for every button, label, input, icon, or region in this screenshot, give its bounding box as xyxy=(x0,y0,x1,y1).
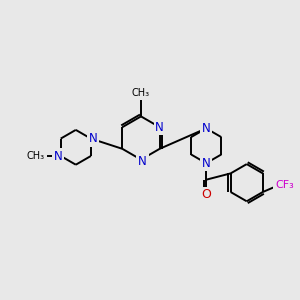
Text: N: N xyxy=(155,121,164,134)
Text: N: N xyxy=(138,154,147,168)
Text: N: N xyxy=(54,149,63,163)
Text: N: N xyxy=(89,132,98,145)
Text: CH₃: CH₃ xyxy=(132,88,150,98)
Text: N: N xyxy=(202,122,211,135)
Text: O: O xyxy=(201,188,211,201)
Text: N: N xyxy=(202,157,211,170)
Text: CF₃: CF₃ xyxy=(275,180,294,190)
Text: CH₃: CH₃ xyxy=(27,151,45,161)
Text: N: N xyxy=(30,149,39,163)
